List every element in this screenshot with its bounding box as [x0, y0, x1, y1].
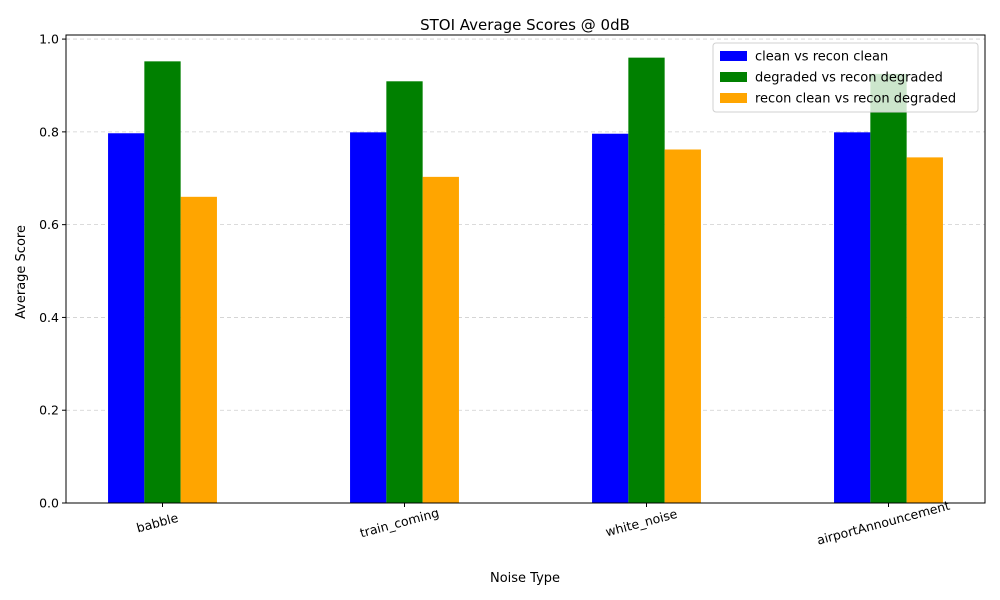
plot-area-frame [65, 34, 986, 504]
legend-label: degraded vs recon degraded [755, 71, 943, 86]
bar-1-babble [108, 133, 145, 503]
legend-swatch [720, 72, 747, 82]
bar-2-babble [144, 61, 181, 503]
x-axis-ticks: babble train_coming white_noise airportAnno… [135, 498, 952, 548]
bar-3-white_noise [664, 149, 701, 503]
y-tick-label: 0.2 [39, 403, 59, 418]
bar-1-white_noise [592, 133, 629, 503]
bar-3-babble [180, 196, 217, 503]
y-tick-label: 0.4 [39, 310, 59, 325]
bar-1-airportAnnouncement [834, 132, 871, 503]
bar-3-train_coming [422, 176, 459, 504]
legend: clean vs recon clean degraded vs recon de… [712, 42, 979, 113]
legend-swatch [720, 51, 747, 61]
x-tick-label: white_noise [604, 506, 679, 540]
legend-label: recon clean vs recon degraded [755, 92, 956, 107]
bar-2-white_noise [628, 57, 665, 504]
y-axis-ticks: 0.0 0.2 0.4 0.6 0.8 1.0 [39, 32, 66, 511]
y-tick-label: 0.8 [39, 124, 59, 139]
x-tick-label: train_coming [358, 505, 440, 541]
bar-3-airportAnnouncement [906, 157, 943, 503]
y-tick-label: 0.6 [39, 217, 59, 232]
x-tick-label: airportAnnouncement [815, 498, 951, 548]
y-tick-label: 1.0 [39, 32, 59, 47]
chart-title: STOI Average Scores @ 0dB [420, 16, 630, 34]
x-tick-label: babble [135, 510, 180, 536]
bar-2-train_coming [386, 81, 423, 504]
bar-2-airportAnnouncement [870, 73, 907, 504]
legend-label: clean vs recon clean [755, 50, 888, 65]
legend-swatch [720, 93, 747, 103]
y-axis-label: Average Score [14, 225, 29, 319]
y-tick-label: 0.0 [39, 496, 59, 511]
x-axis-label: Noise Type [490, 571, 560, 586]
legend-box [712, 42, 979, 113]
bar-1-train_coming [350, 132, 387, 503]
bars [108, 57, 943, 504]
